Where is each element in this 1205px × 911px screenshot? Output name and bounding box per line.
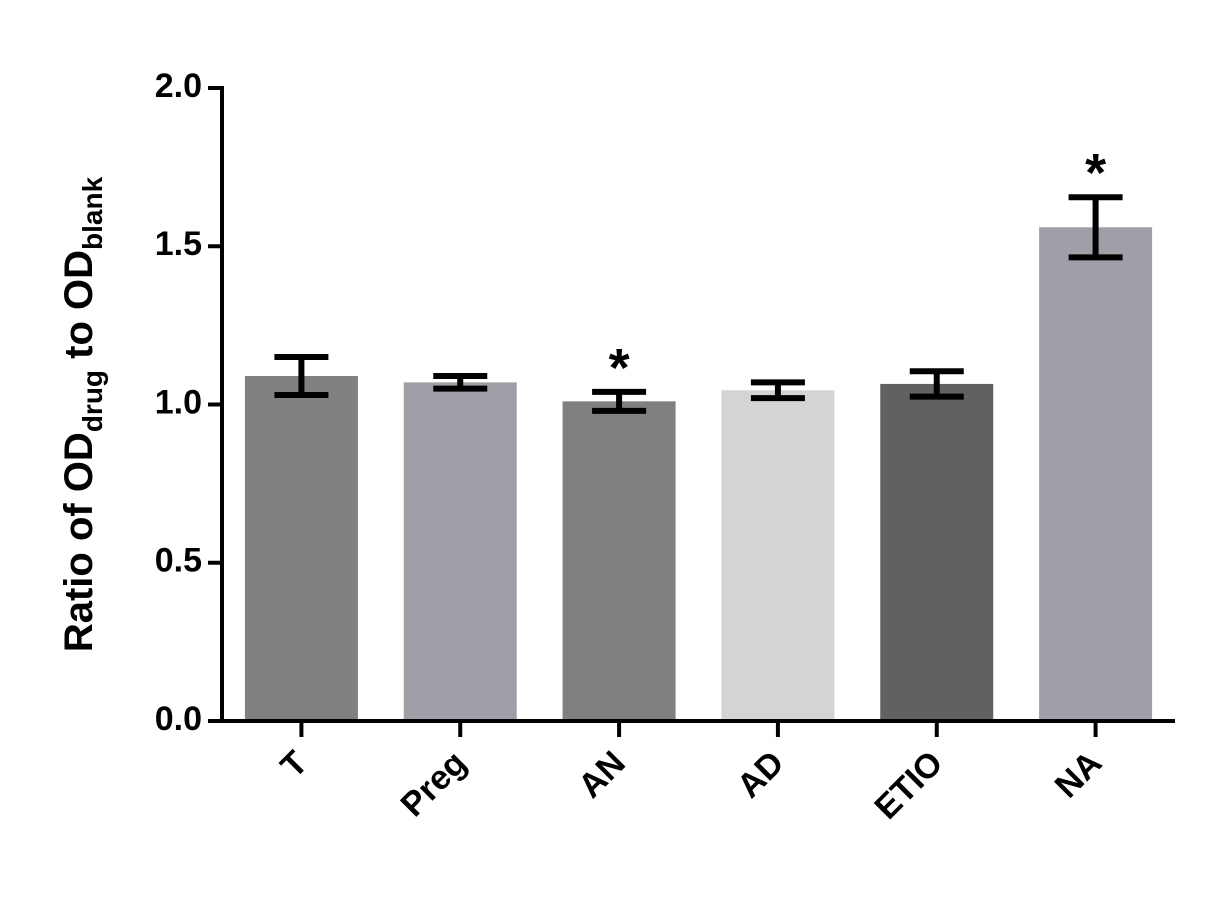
x-tick-label: Preg <box>394 744 474 824</box>
y-label-text: Ratio of OD <box>57 432 101 652</box>
x-tick-label: T <box>274 744 316 786</box>
x-tick-label: NA <box>1048 744 1110 806</box>
x-tick-label: AN <box>571 744 633 806</box>
bar <box>403 382 517 721</box>
x-tick-label: AD <box>730 744 792 806</box>
error-bar <box>592 388 647 414</box>
significance-marker: * <box>609 338 630 398</box>
error-bar <box>1068 194 1123 261</box>
error-bar <box>909 368 964 400</box>
error-bar <box>433 373 488 392</box>
bar <box>721 390 835 721</box>
error-bar <box>274 354 329 399</box>
y-tick-label: 0.0 <box>155 700 202 738</box>
significance-marker: * <box>1085 143 1106 203</box>
y-tick-label: 1.0 <box>155 383 202 421</box>
y-axis-label: Ratio of ODdrug to ODblank <box>57 176 108 652</box>
y-label-subscript: drug <box>77 370 108 432</box>
bar <box>244 376 358 721</box>
y-label-subscript: blank <box>77 176 108 250</box>
bar <box>1039 227 1153 721</box>
y-tick-label: 1.5 <box>155 225 202 263</box>
x-tick-label: ETIO <box>867 744 950 827</box>
y-label-text: to OD <box>57 250 101 370</box>
y-tick-label: 2.0 <box>155 67 202 105</box>
error-bar <box>750 379 805 402</box>
bar <box>880 383 994 721</box>
bar <box>562 401 676 721</box>
y-tick-label: 0.5 <box>155 542 202 580</box>
